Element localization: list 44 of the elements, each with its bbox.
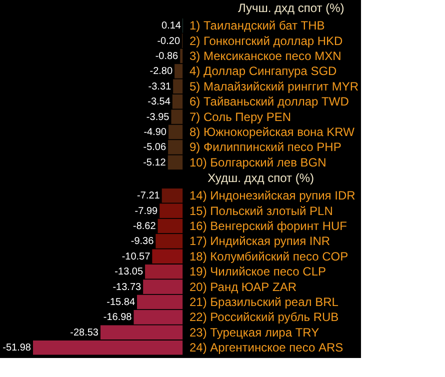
data-label: -28.53 [70, 327, 99, 338]
data-label: -5.06 [143, 142, 166, 154]
y-tick-label: 16) Венгерский форинт HUF [190, 219, 347, 233]
data-label: -0.20 [157, 36, 180, 47]
data-label: -10.57 [122, 251, 151, 262]
data-label: 0.14 [162, 20, 182, 32]
y-tick-label: 20) Ранд ЮАР ZAR [190, 280, 297, 294]
data-label: -16.98 [103, 312, 132, 324]
y-tick-label: 22) Российский рубль RUB [190, 310, 339, 324]
data-label: -3.54 [148, 96, 171, 108]
data-label: -8.62 [132, 221, 156, 232]
data-label: -13.73 [112, 282, 142, 293]
data-label: -3.95 [146, 112, 170, 123]
y-tick-label: 8) Южнокорейская вона KRW [190, 125, 356, 139]
y-tick-label: 18) Колумбийский песо COP [190, 249, 348, 264]
data-label: -2.80 [150, 66, 173, 78]
y-tick-label: 15) Польский злотый PLN [190, 204, 333, 218]
data-label: -5.12 [143, 157, 166, 168]
y-tick-label: 23) Турецкая лира TRY [190, 325, 320, 340]
y-tick-label: 24) Аргентинское песо ARS [190, 340, 344, 355]
y-tick-label: 19) Чилийское песо CLP [190, 264, 326, 279]
data-label: -51.98 [2, 342, 32, 354]
y-tick-label: 7) Соль Перу PEN [190, 110, 292, 124]
data-label: -13.05 [114, 266, 144, 278]
y-tick-label: 10) Болгарский лев BGN [190, 155, 326, 170]
y-tick-label: 14) Индонезийская рупия IDR [190, 188, 356, 203]
data-label: -15.84 [106, 297, 136, 308]
y-tick-label: 3) Мексиканское песо MXN [190, 49, 342, 63]
data-label: -7.99 [134, 206, 158, 217]
data-label: -3.31 [148, 81, 172, 92]
data-label: -4.90 [144, 127, 167, 138]
text: Худш. дхд спот (%) [208, 171, 314, 185]
data-label: -7.21 [137, 190, 160, 202]
y-tick-label: 2) Гонконгский доллар HKD [190, 34, 344, 48]
y-tick-label: 9) Филиппинский песо PHP [190, 140, 342, 154]
data-label: -0.86 [155, 51, 179, 62]
y-tick-label: 5) Малайзийский ринггит MYR [190, 79, 359, 94]
y-tick-label: 6) Тайваньский доллар TWD [190, 94, 350, 109]
y-tick-label: 4) Доллар Сингапура SGD [190, 64, 338, 78]
text: Лучш. дхд спот (%) [238, 1, 344, 15]
y-tick-label: 1) Таиландский бат THB [190, 18, 325, 33]
y-tick-label: 21) Бразильский реал BRL [190, 295, 339, 309]
y-tick-label: 17) Индийская рупия INR [190, 234, 330, 248]
data-label: -9.36 [130, 236, 154, 248]
